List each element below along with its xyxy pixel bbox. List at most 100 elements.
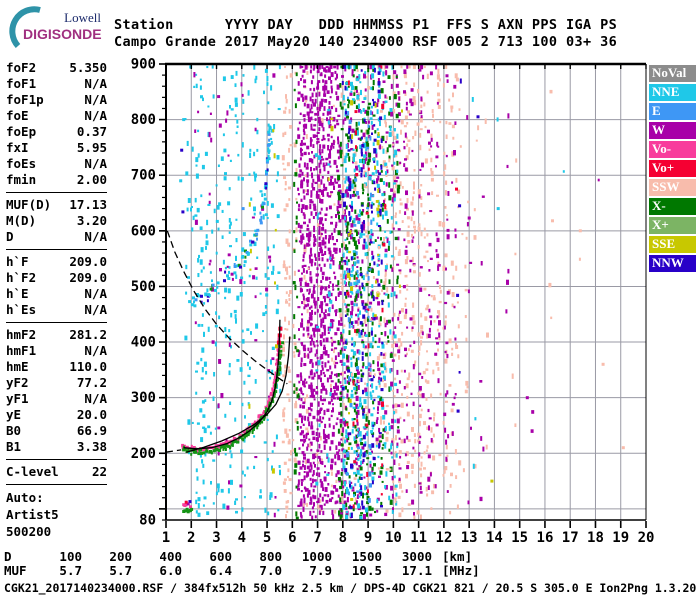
echo-dot — [324, 298, 326, 303]
echo-dot — [444, 427, 447, 433]
echo-dot — [224, 172, 227, 176]
echo-dot — [382, 415, 386, 420]
echo-dot — [315, 361, 318, 366]
echo-dot — [300, 362, 303, 367]
echo-dot — [346, 237, 349, 241]
echo-dot — [403, 438, 406, 444]
echo-dot — [364, 158, 366, 164]
echo-dot — [321, 240, 325, 246]
param-label: hmF2 — [6, 327, 37, 342]
echo-dot — [371, 421, 375, 427]
echo-dot — [271, 271, 274, 275]
echo-dot — [319, 436, 322, 441]
echo-dot — [247, 361, 249, 367]
echo-dot — [353, 65, 356, 70]
echo-dot — [324, 388, 327, 391]
echo-dot — [311, 151, 313, 154]
echo-dot — [325, 434, 329, 439]
echo-dot — [380, 416, 383, 421]
echo-dot — [382, 428, 385, 432]
echo-dot — [373, 160, 376, 163]
echo-dot — [320, 102, 324, 107]
echo-dot — [408, 149, 411, 155]
echo-dot — [302, 295, 305, 301]
echo-dot — [346, 291, 350, 296]
echo-dot — [248, 173, 251, 176]
echo-dot — [384, 444, 387, 449]
param-value: N/A — [84, 92, 107, 107]
echo-dot — [347, 96, 349, 100]
echo-dot — [330, 80, 333, 84]
echo-dot — [337, 378, 340, 383]
echo-dot — [339, 101, 342, 107]
echo-dot — [333, 389, 336, 394]
echo-dot — [311, 338, 314, 342]
echo-dot — [276, 214, 280, 219]
echo-dot — [303, 195, 306, 200]
echo-dot — [377, 395, 381, 399]
echo-dot — [448, 338, 452, 344]
echo-dot — [296, 295, 299, 299]
echo-dot — [333, 271, 336, 275]
echo-dot — [256, 237, 258, 241]
echo-dot — [399, 483, 402, 489]
echo-dot — [352, 74, 355, 78]
echo-dot — [302, 463, 304, 468]
echo-dot — [418, 110, 421, 113]
echo-dot — [336, 119, 339, 123]
echo-dot — [294, 452, 298, 457]
echo-dot — [273, 394, 275, 398]
echo-dot — [377, 94, 381, 99]
echo-dot — [277, 299, 280, 305]
echo-dot — [433, 412, 436, 417]
echo-dot — [288, 147, 291, 153]
echo-dot — [313, 398, 316, 401]
echo-dot — [455, 345, 459, 350]
echo-dot — [374, 239, 377, 242]
echo-dot — [206, 288, 209, 293]
echo-dot — [304, 378, 307, 381]
echo-dot — [369, 110, 372, 116]
echo-dot — [200, 294, 203, 298]
echo-dot — [299, 229, 302, 234]
echo-dot — [347, 131, 350, 134]
echo-dot — [395, 343, 398, 348]
echo-dot — [354, 483, 357, 487]
echo-dot — [321, 367, 324, 371]
echo-dot — [348, 491, 350, 496]
echo-dot — [350, 90, 353, 93]
echo-dot — [309, 312, 313, 317]
echo-dot — [450, 408, 454, 413]
echo-dot — [293, 88, 296, 92]
echo-dot — [352, 148, 355, 151]
echo-dot — [377, 367, 381, 371]
echo-dot — [302, 128, 305, 133]
echo-dot — [385, 471, 388, 477]
echo-dot — [414, 130, 417, 136]
echo-dot — [432, 369, 435, 375]
echo-dot — [353, 303, 356, 307]
echo-dot — [377, 270, 380, 276]
echo-dot — [364, 345, 367, 349]
echo-dot — [297, 488, 300, 491]
echo-dot — [350, 148, 354, 151]
echo-dot — [299, 281, 302, 287]
echo-dot — [382, 242, 386, 247]
echo-dot — [306, 502, 308, 507]
echo-dot — [455, 187, 458, 191]
echo-dot — [406, 231, 410, 237]
echo-dot — [340, 385, 344, 388]
echo-dot — [319, 198, 322, 204]
echo-dot — [334, 373, 336, 376]
legend-entry-noval: NoVal — [649, 65, 696, 82]
echo-dot — [344, 222, 347, 226]
echo-dot — [241, 207, 245, 211]
echo-dot — [326, 258, 329, 262]
x-tick-label: 2 — [187, 530, 195, 546]
echo-dot — [258, 421, 262, 425]
echo-dot — [366, 146, 370, 150]
echo-dot — [303, 79, 307, 84]
echo-dot — [300, 324, 303, 328]
echo-dot — [437, 145, 440, 148]
echo-dot — [319, 334, 323, 339]
